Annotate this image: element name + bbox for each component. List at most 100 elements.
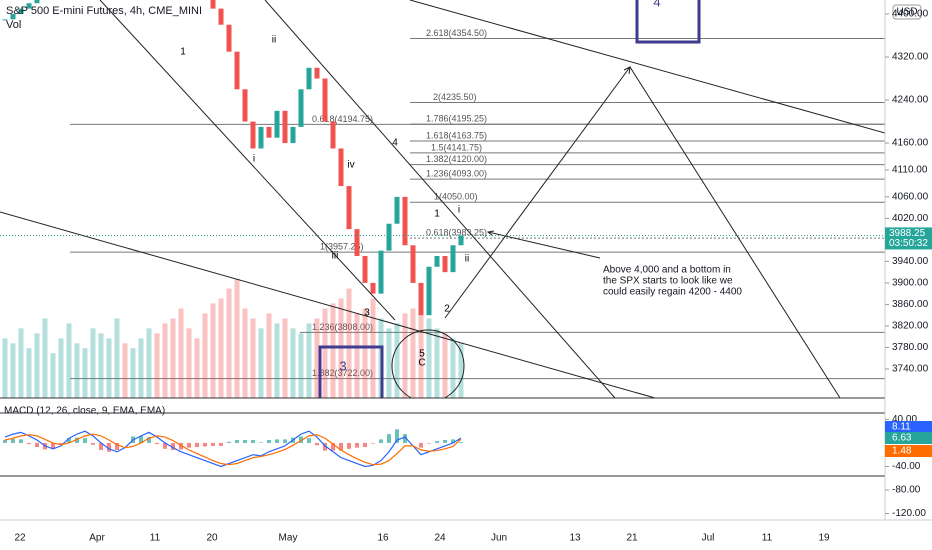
histogram-bar [299, 436, 303, 443]
box [635, 0, 701, 44]
candle [338, 148, 344, 187]
histogram-bar [59, 442, 63, 445]
trend-line [99, 0, 396, 321]
volume-bar [82, 348, 88, 398]
candle [450, 245, 456, 273]
volume-bar [458, 343, 464, 398]
volume-bar [58, 338, 64, 398]
x-tick-label: May [279, 533, 298, 544]
x-tick-label: Jun [491, 533, 507, 544]
candles [2, 0, 464, 316]
y-tick-label: 4400.00 [892, 9, 929, 20]
wave-label: ii [272, 35, 276, 46]
volume-bar [290, 328, 296, 398]
volume-bar [74, 343, 80, 398]
candle [322, 78, 328, 122]
candle [314, 67, 320, 79]
wave-label: ii [465, 254, 469, 265]
candle [434, 256, 440, 267]
candle [250, 121, 256, 149]
histogram-bar [459, 442, 463, 443]
wave-label: 3 [339, 358, 346, 373]
note-line: Above 4,000 and a bottom in [603, 265, 731, 276]
x-tick-label: 11 [762, 533, 773, 544]
title: S&P 500 E-mini Futures, 4h, CME_MINI [6, 5, 202, 17]
volume-bar [314, 318, 320, 398]
histogram-bar [371, 442, 375, 444]
candle [378, 250, 384, 294]
x-tick-label: Apr [89, 533, 105, 544]
histogram-bar [275, 439, 279, 443]
currency-box [892, 4, 922, 20]
volume-bar [362, 308, 368, 398]
histogram-bar [451, 439, 455, 443]
candle [18, 8, 24, 14]
y-tick-label: 3900.00 [892, 278, 929, 289]
candle [234, 51, 240, 90]
volume-bar [282, 318, 288, 398]
candle [266, 126, 272, 138]
y-tick-label: -120.00 [892, 508, 926, 519]
fib-label: 1.236(3808.00) [312, 322, 373, 332]
histogram-bar [307, 438, 311, 443]
macd-pane [3, 429, 463, 468]
histogram-bar [403, 434, 407, 443]
histogram-bar [283, 439, 287, 443]
candle [306, 67, 312, 90]
candle [226, 24, 232, 52]
candle [2, 19, 8, 21]
candle [418, 282, 424, 316]
histogram-bar [355, 442, 359, 448]
volume-bar [250, 318, 256, 398]
wave-label: 5 [419, 349, 425, 360]
volume-bar [122, 343, 128, 398]
volume-bar [138, 338, 144, 398]
volume-label: Vol [6, 19, 21, 31]
candle [10, 13, 16, 20]
candle [26, 3, 32, 9]
histogram-bar [347, 442, 351, 449]
histogram-bar [243, 440, 247, 443]
y-tick-label: 3740.00 [892, 364, 929, 375]
candle [458, 235, 464, 246]
histogram-bar [155, 442, 159, 445]
wave-label: i [253, 154, 255, 165]
histogram-bar [323, 442, 327, 451]
wave-label: 1 [434, 209, 440, 220]
volume-bar [274, 323, 280, 398]
histogram-bar [67, 438, 71, 443]
x-tick-label: 19 [818, 533, 830, 544]
histogram-bar [171, 442, 175, 450]
fib-levels: 2.618(4354.50) 2(4235.50) 1.786(4195.25) 0.… [70, 28, 885, 380]
volume-bar [162, 323, 168, 398]
wave-label: C [418, 358, 425, 369]
y-tick-label: 4160.00 [892, 138, 929, 149]
wave-label: iv [347, 160, 354, 171]
histogram-bar [3, 440, 7, 443]
volume-bar [266, 313, 272, 398]
histogram-bar [315, 442, 319, 446]
histogram-bar [75, 437, 79, 443]
value-label: 6.63 [892, 433, 912, 444]
histogram-bar [395, 429, 399, 443]
wave-label: 4 [653, 0, 660, 9]
histogram-bar [83, 438, 87, 443]
candle [442, 256, 448, 273]
macd-title: MACD (12, 26, close, 9, EMA, EMA) [4, 406, 165, 417]
histogram-bar [219, 442, 223, 446]
histogram-bar [139, 435, 143, 443]
volume-bar [10, 343, 16, 398]
histogram-bar [11, 438, 15, 443]
volume-bar [346, 288, 352, 398]
x-tick-label: Jul [702, 533, 715, 544]
histogram-bar [35, 442, 39, 448]
candle [346, 186, 352, 230]
candle [282, 110, 288, 144]
fib-label: 1.786(4195.25) [426, 113, 487, 123]
histogram-bar [187, 442, 191, 448]
histogram-bar [51, 442, 55, 449]
y-tick-label: 40.00 [892, 414, 917, 425]
y-tick-label: 4110.00 [892, 165, 928, 176]
volume-bar [26, 348, 32, 398]
